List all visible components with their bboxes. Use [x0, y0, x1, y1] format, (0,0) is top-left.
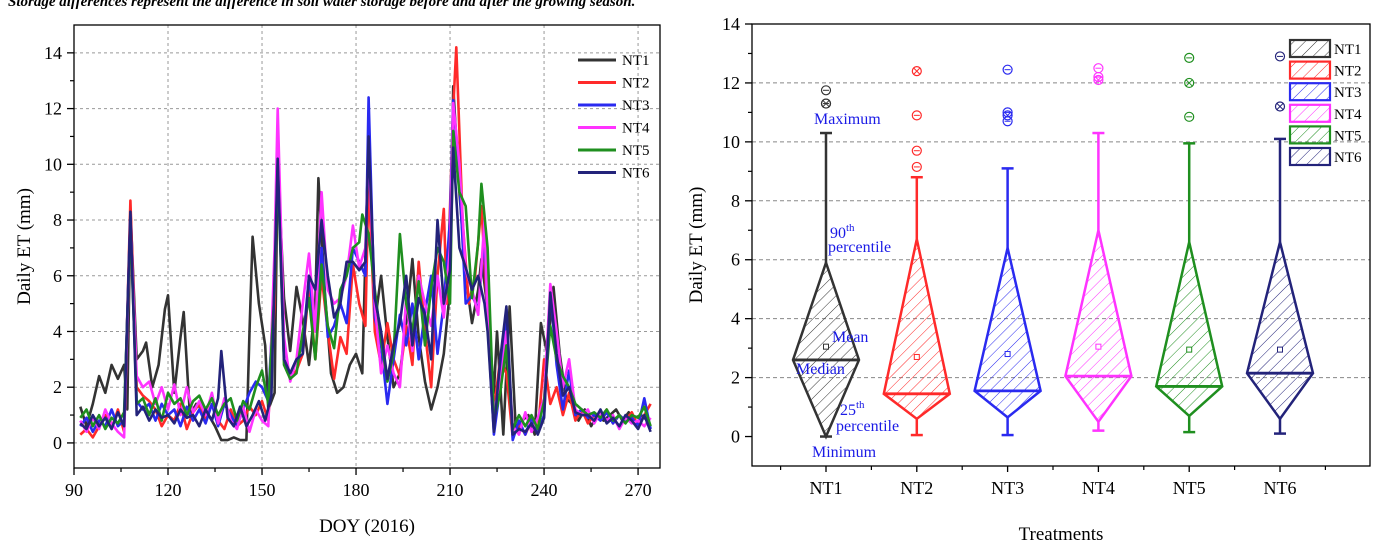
outlier-marker	[1274, 51, 1286, 62]
outlier-marker	[1002, 107, 1013, 118]
extreme-cross-b	[1004, 111, 1011, 119]
outlier-marker	[1002, 64, 1013, 75]
y-tick-label: 8	[53, 210, 62, 230]
x-tick-label: 150	[249, 480, 276, 500]
diamond-nt3	[973, 247, 1042, 419]
x-tick-label: 120	[155, 480, 182, 500]
figure-caption: Storage differences represent the differ…	[8, 0, 636, 10]
diamond-nt6	[1245, 241, 1315, 421]
y-tick-label: 2	[53, 377, 62, 397]
mean-marker-nt1	[823, 343, 829, 350]
extreme-cross-b	[913, 67, 921, 75]
x-tick-label: NT4	[1082, 478, 1115, 498]
x-tick-label: 210	[437, 480, 464, 500]
annotation-mean: Mean	[832, 329, 868, 346]
y-tick-label: 12	[44, 99, 62, 119]
y-tick-label: 8	[731, 191, 740, 211]
x-tick-label: 240	[531, 480, 558, 500]
mean-marker-nt3	[1004, 351, 1011, 358]
extreme-cross-b	[822, 100, 830, 107]
extreme-marker	[1274, 101, 1286, 112]
legend-label-nt4: NT4	[1334, 107, 1362, 123]
y-tick-label: 12	[722, 73, 740, 93]
mean-marker-nt6	[1277, 346, 1283, 353]
legend-swatch-nt5	[1288, 125, 1332, 145]
diamond-nt2	[882, 238, 952, 421]
outlier-marker	[911, 110, 922, 121]
x-tick-label: 180	[343, 480, 370, 500]
x-tick-label: 90	[65, 480, 83, 500]
outlier-marker	[1184, 111, 1195, 122]
series-line-nt3	[79, 96, 652, 442]
legend-swatch-nt2	[1288, 60, 1332, 80]
legend-label-nt2: NT2	[622, 76, 650, 92]
legend-label-nt3: NT3	[622, 98, 650, 114]
series-line-nt6	[79, 135, 652, 436]
y-tick-label: 4	[731, 309, 740, 329]
legend-label-nt3: NT3	[1334, 85, 1362, 101]
legend-label-nt1: NT1	[1334, 42, 1362, 58]
mean-marker-nt2	[913, 353, 920, 360]
mean-marker-nt4	[1095, 343, 1102, 350]
y-tick-label: 0	[53, 433, 62, 453]
extreme-marker	[820, 98, 832, 109]
extreme-marker	[911, 66, 922, 77]
plot-frame	[73, 24, 661, 469]
y-tick-label: 6	[731, 250, 740, 270]
legend-swatch-nt4	[1288, 103, 1332, 123]
outlier-marker	[1093, 63, 1104, 74]
annotation-90th-percentile: percentile	[828, 239, 891, 256]
legend-label-nt6: NT6	[1334, 150, 1362, 166]
x-tick-label: NT2	[900, 478, 933, 498]
y-tick-label: 14	[722, 14, 740, 34]
legend-label-nt1: NT1	[622, 53, 650, 69]
x-axis-label: DOY (2016)	[319, 516, 415, 537]
box-chart: 0 2 4 6 8 10 12 14 NT1 NT2 NT3 NT4 NT5 NT6 Treatments D…	[686, 14, 1371, 542]
annotation-median: Median	[796, 361, 845, 378]
x-axis-label: Treatments	[1019, 524, 1104, 542]
y-tick-label: 10	[722, 132, 740, 152]
annotation-maximum: Maximum	[814, 111, 881, 128]
extreme-cross-b	[1185, 79, 1193, 87]
y-axis-label: Daily ET (mm)	[686, 187, 707, 304]
x-tick-label: NT3	[991, 478, 1024, 498]
y-tick-label: 14	[44, 43, 62, 63]
legend-swatch-nt3	[1288, 82, 1332, 102]
extreme-cross-b	[1095, 76, 1102, 84]
annotation-25th-percentile: percentile	[836, 418, 899, 435]
mean-marker-nt5	[1186, 346, 1193, 353]
legend-label-nt5: NT5	[622, 143, 650, 159]
diamond-nt5	[1154, 241, 1224, 418]
y-tick-label: 0	[731, 427, 740, 447]
outlier-marker	[820, 85, 832, 96]
y-axis-label: Daily ET (mm)	[14, 188, 35, 305]
legend-label-nt5: NT5	[1334, 128, 1362, 144]
extreme-marker	[1093, 74, 1104, 86]
y-tick-label: 6	[53, 266, 62, 286]
outlier-marker	[911, 145, 922, 156]
line-chart: 90 120 150 180 210 240 270 0 2 4 6 8 10 12 14 DOY (2016…	[14, 24, 661, 537]
legend-swatch-nt1	[1288, 38, 1332, 59]
extreme-cross-b	[1276, 103, 1284, 110]
extreme-marker	[1184, 77, 1195, 89]
annotation-minimum: Minimum	[812, 444, 877, 461]
legend-swatch-nt6	[1288, 146, 1332, 167]
y-tick-label: 10	[44, 154, 62, 174]
outlier-marker	[911, 161, 922, 173]
legend-label-nt2: NT2	[1334, 64, 1362, 80]
x-tick-label: NT1	[810, 478, 843, 498]
extreme-marker	[1002, 110, 1013, 121]
legend-label-nt6: NT6	[622, 166, 650, 182]
legend-label-nt4: NT4	[622, 121, 650, 137]
y-tick-label: 4	[53, 321, 62, 341]
plot-frame	[751, 23, 1371, 467]
diamond-nt4	[1064, 229, 1133, 424]
x-tick-label: NT5	[1173, 478, 1206, 498]
x-tick-label: 270	[625, 480, 652, 500]
y-tick-label: 2	[731, 368, 740, 388]
x-tick-label: NT6	[1264, 478, 1297, 498]
annotation-25th: 25th	[840, 399, 865, 419]
outlier-marker	[1184, 52, 1195, 63]
